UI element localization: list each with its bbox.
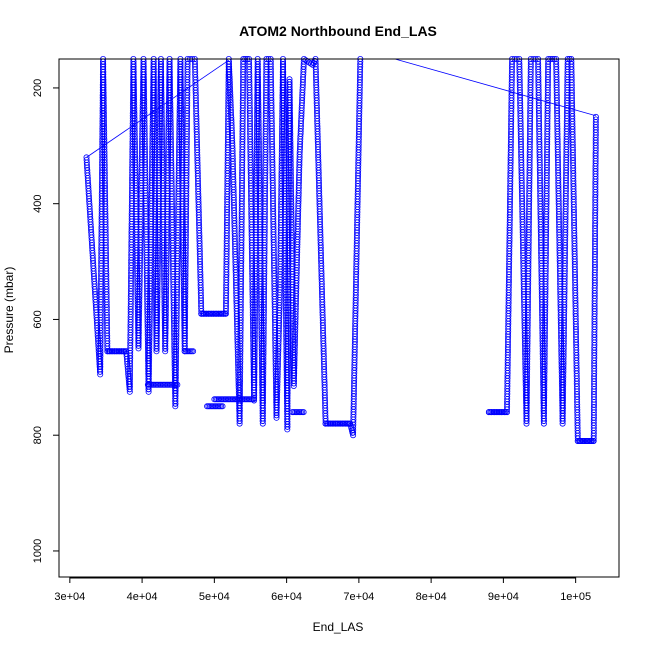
data-points (83, 56, 599, 444)
chart-title: ATOM2 Northbound End_LAS (239, 23, 437, 39)
y-axis-label: Pressure (mbar) (2, 267, 16, 354)
connector-line (394, 58, 596, 117)
x-axis-label: End_LAS (313, 620, 364, 634)
